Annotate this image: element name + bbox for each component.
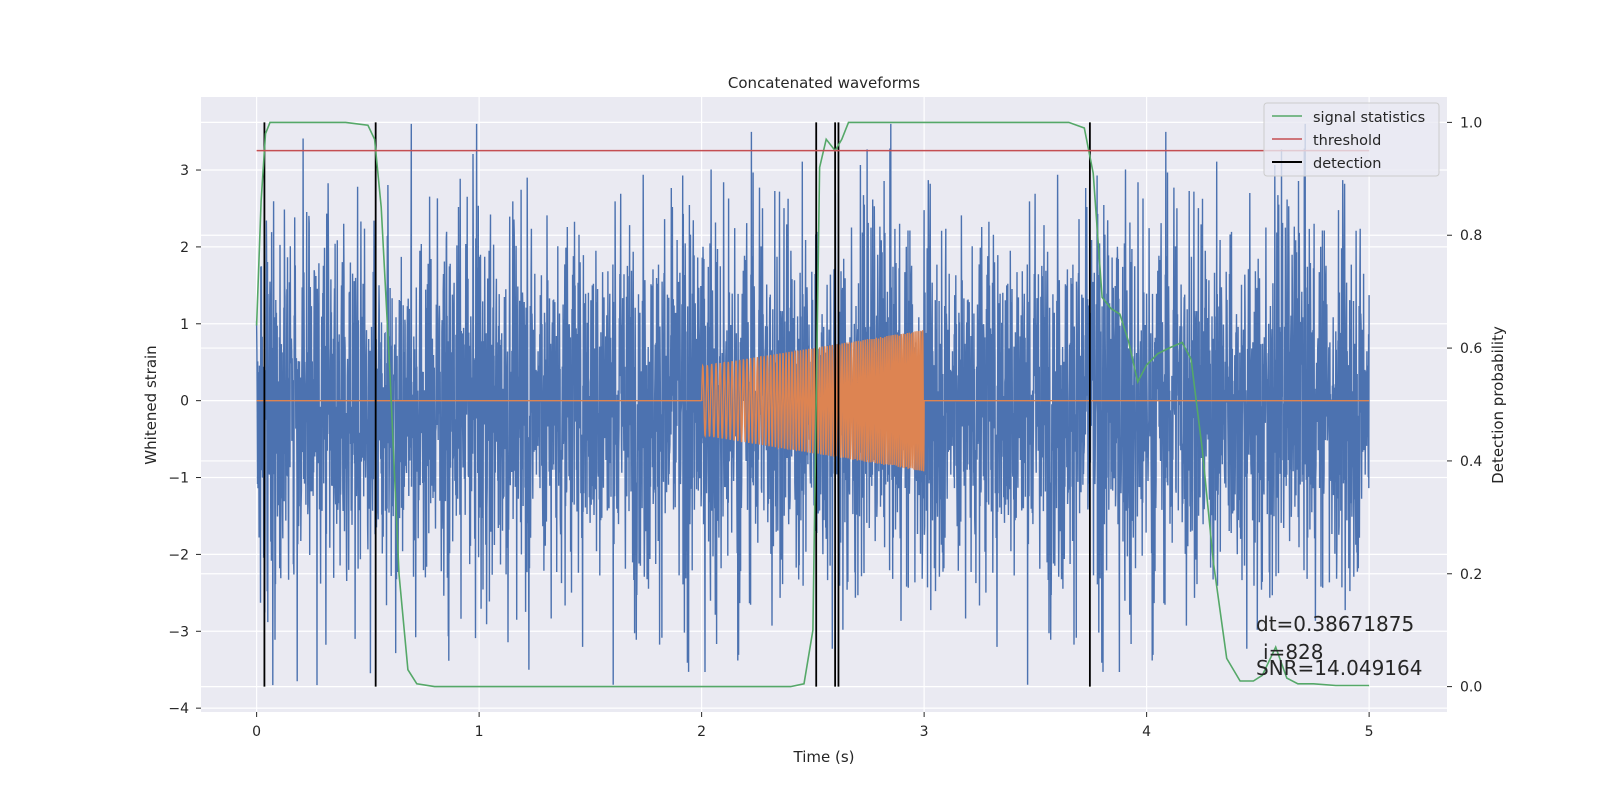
y-right-tick-label-5: 1.0	[1460, 115, 1482, 131]
chart-title: Concatenated waveforms	[728, 74, 920, 92]
x-axis-ticks: 0 1 2 3 4 5	[252, 712, 1373, 740]
y-right-axis-ticks: 0.0 0.2 0.4 0.6 0.8 1.0	[1447, 115, 1482, 695]
annotation-snr: SNR=14.049164	[1256, 656, 1422, 680]
figure: 0 1 2 3 4 5 −4 −3 −2 −1 0 1 2 3 0.0 0.2 0.4 0.6 0.8 1.0 C…	[0, 0, 1600, 800]
y-left-axis-ticks: −4 −3 −2 −1 0 1 2 3	[168, 163, 201, 717]
y-right-tick-label-1: 0.2	[1460, 567, 1482, 583]
y-left-tick-label-3: −1	[168, 471, 189, 487]
x-tick-label-1: 1	[475, 724, 484, 740]
x-tick-label-4: 4	[1142, 724, 1151, 740]
x-tick-label-3: 3	[920, 724, 929, 740]
x-tick-label-5: 5	[1365, 724, 1374, 740]
y-right-tick-label-0: 0.0	[1460, 680, 1482, 696]
y-right-tick-label-2: 0.4	[1460, 454, 1482, 470]
y-left-tick-label-0: −4	[168, 701, 189, 717]
y-right-tick-label-4: 0.8	[1460, 228, 1482, 244]
y-left-axis-label: Whitened strain	[142, 345, 160, 464]
annotation-dt: dt=0.38671875	[1256, 612, 1414, 636]
y-left-tick-label-4: 0	[180, 394, 189, 410]
x-axis-label: Time (s)	[793, 748, 855, 766]
legend: signal statistics threshold detection	[1264, 103, 1439, 176]
y-left-tick-label-5: 1	[180, 317, 189, 333]
y-left-tick-label-6: 2	[180, 240, 189, 256]
y-left-tick-label-7: 3	[180, 163, 189, 179]
y-right-tick-label-3: 0.6	[1460, 341, 1482, 357]
x-tick-label-0: 0	[252, 724, 261, 740]
y-left-tick-label-2: −2	[168, 547, 189, 563]
y-left-tick-label-1: −3	[168, 624, 189, 640]
x-tick-label-2: 2	[697, 724, 706, 740]
legend-label-signal-statistics: signal statistics	[1313, 110, 1425, 126]
legend-label-threshold: threshold	[1313, 133, 1381, 149]
y-right-axis-label: Detection probability	[1489, 326, 1507, 484]
legend-label-detection: detection	[1313, 156, 1381, 172]
